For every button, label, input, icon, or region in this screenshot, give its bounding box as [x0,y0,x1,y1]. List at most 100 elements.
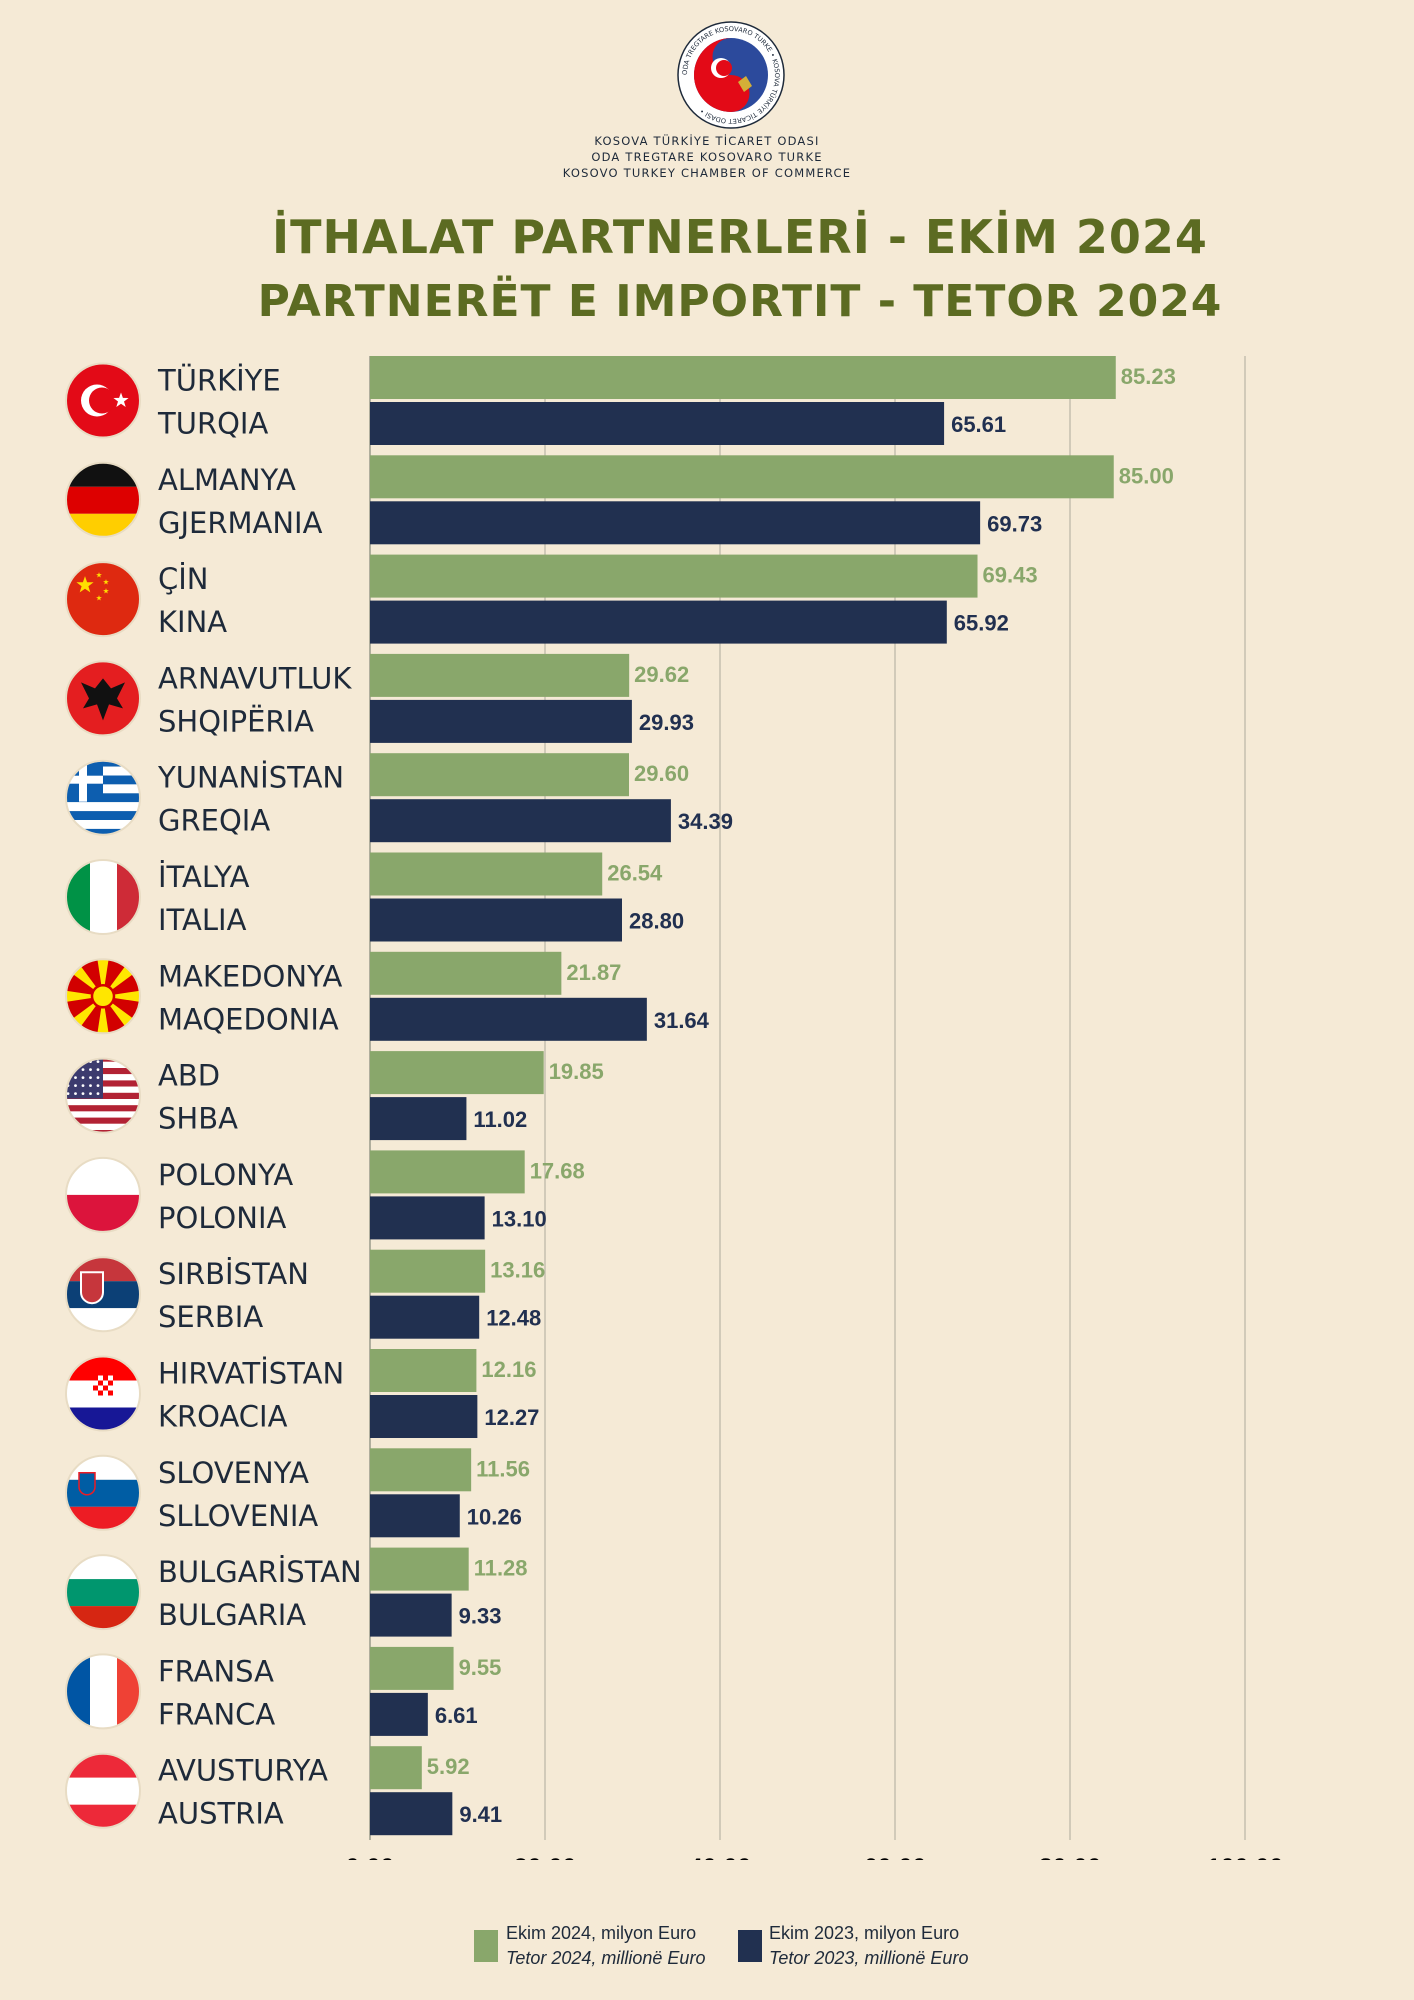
value-label-2024: 29.60 [634,761,689,786]
albania-flag-icon [65,660,141,737]
bar-2024 [370,753,629,797]
value-label-2023: 65.92 [954,611,1009,636]
category-label-tr: SLOVENYA [158,1456,309,1490]
legend-label-2024: Ekim 2024, milyon Euro Tetor 2024, milli… [506,1921,705,1971]
legend-2023-tr: Ekim 2023, milyon Euro [769,1923,960,1943]
category-label-tr: FRANSA [158,1654,274,1688]
category-label-tr: MAKEDONYA [158,959,343,993]
bar-2023 [370,1792,453,1836]
value-label-2024: 17.68 [530,1158,585,1183]
value-label-2024: 11.56 [476,1456,530,1481]
category-label-tr: İTALYA [158,860,250,894]
bar-2024 [370,1349,477,1392]
value-label-2023: 65.61 [951,412,1006,437]
bar-2024 [370,1746,422,1790]
value-label-2024: 21.87 [566,960,621,985]
category-label-sq: BULGARIA [158,1598,306,1632]
category-label-sq: SLLOVENIA [158,1499,318,1533]
austria-flag-icon [65,1752,141,1829]
bulgaria-flag-icon [65,1554,141,1631]
bar-2023 [370,402,945,445]
category-label-tr: POLONYA [158,1158,293,1192]
legend-swatch-2023 [738,1930,762,1962]
value-label-2024: 5.92 [427,1754,470,1779]
bar-2024 [370,356,1116,399]
value-label-2023: 31.64 [654,1008,710,1033]
category-label-tr: ARNAVUTLUK [158,661,352,695]
bar-2023 [370,501,981,545]
value-label-2023: 9.33 [459,1604,502,1629]
legend-label-2023: Ekim 2023, milyon Euro Tetor 2023, milli… [769,1921,968,1971]
value-label-2024: 19.85 [549,1059,604,1084]
france-flag-icon [65,1653,141,1730]
category-label-sq: ITALIA [158,903,247,937]
category-label-sq: MAQEDONIA [158,1002,339,1036]
greece-flag-icon [65,759,141,836]
category-label-sq: AUSTRIA [158,1797,284,1831]
turkey-flag-icon [65,362,141,439]
germany-flag-icon [65,461,141,538]
bar-2023 [370,799,671,843]
bar-2023 [370,1196,485,1240]
category-label-tr: BULGARİSTAN [158,1555,362,1589]
value-label-2024: 12.16 [481,1357,536,1382]
category-label-tr: HIRVATİSTAN [158,1357,344,1391]
category-label-sq: FRANCA [158,1697,275,1731]
bar-2024 [370,852,603,896]
category-label-sq: TURQIA [157,407,268,441]
value-label-2023: 69.73 [987,511,1042,536]
poland-flag-icon [65,1156,141,1233]
value-label-2024: 13.16 [490,1258,545,1283]
category-label-sq: SHBA [158,1102,238,1136]
bar-2023 [370,1494,460,1538]
macedonia-flag-icon [65,958,141,1035]
bar-2024 [370,455,1114,499]
category-label-tr: ABD [158,1059,220,1093]
x-tick-label: 60.00 [864,1854,927,1860]
legend-2023-sq: Tetor 2023, millionë Euro [769,1948,969,1968]
category-label-sq: GJERMANIA [158,506,323,540]
value-label-2024: 26.54 [607,861,663,886]
category-label-sq: KINA [158,605,227,639]
bar-2024 [370,1547,469,1591]
category-label-sq: KROACIA [158,1400,288,1434]
bar-2024 [370,1448,472,1492]
value-label-2023: 29.93 [639,710,694,735]
x-tick-label: 80.00 [1039,1854,1102,1860]
bar-2024 [370,1646,454,1690]
org-name-tr: KOSOVA TÜRKİYE TİCARET ODASI [594,134,820,148]
bar-2023 [370,600,947,644]
x-tick-label: 0.00 [346,1854,395,1860]
value-label-2024: 69.43 [983,563,1038,588]
italy-flag-icon [65,859,141,935]
chamber-logo: ODA TREGTARE KOSOVARO TURKE • KOSOVA TÜR… [677,21,785,129]
bar-2024 [370,653,630,697]
bar-2024 [370,1150,525,1194]
category-label-sq: SERBIA [158,1300,263,1334]
value-label-2023: 10.26 [467,1504,522,1529]
org-name-en: KOSOVO TURKEY CHAMBER OF COMMERCE [562,166,852,180]
import-partners-chart: 0.00 20.00 40.00 60.00 80.00 100.00 TÜRKİYE TUR… [65,356,1283,1860]
bar-2023 [370,898,622,942]
value-label-2024: 29.62 [634,662,689,687]
value-label-2023: 6.61 [435,1703,478,1728]
category-label-tr: AVUSTURYA [158,1754,328,1788]
category-label-sq: SHQIPËRIA [158,704,314,738]
value-label-2024: 9.55 [459,1655,502,1680]
bar-2023 [370,699,632,743]
category-label-tr: YUNANİSTAN [157,761,344,795]
slovenia-flag-icon [65,1454,141,1531]
bar-2023 [370,997,647,1041]
value-label-2024: 11.28 [474,1556,528,1581]
value-label-2023: 34.39 [678,809,733,834]
legend-2024-tr: Ekim 2024, milyon Euro [506,1923,697,1943]
legend-2024-sq: Tetor 2024, millionë Euro [506,1948,706,1968]
category-label-tr: SIRBİSTAN [158,1257,309,1291]
category-label-tr: ALMANYA [158,463,296,497]
x-tick-label: 100.00 [1207,1854,1283,1860]
bar-2023 [370,1395,478,1438]
croatia-flag-icon [65,1355,141,1432]
value-label-2023: 12.48 [486,1306,541,1331]
bar-2023 [370,1295,480,1339]
org-name-sq: ODA TREGTARE KOSOVARO TURKE [591,150,823,164]
